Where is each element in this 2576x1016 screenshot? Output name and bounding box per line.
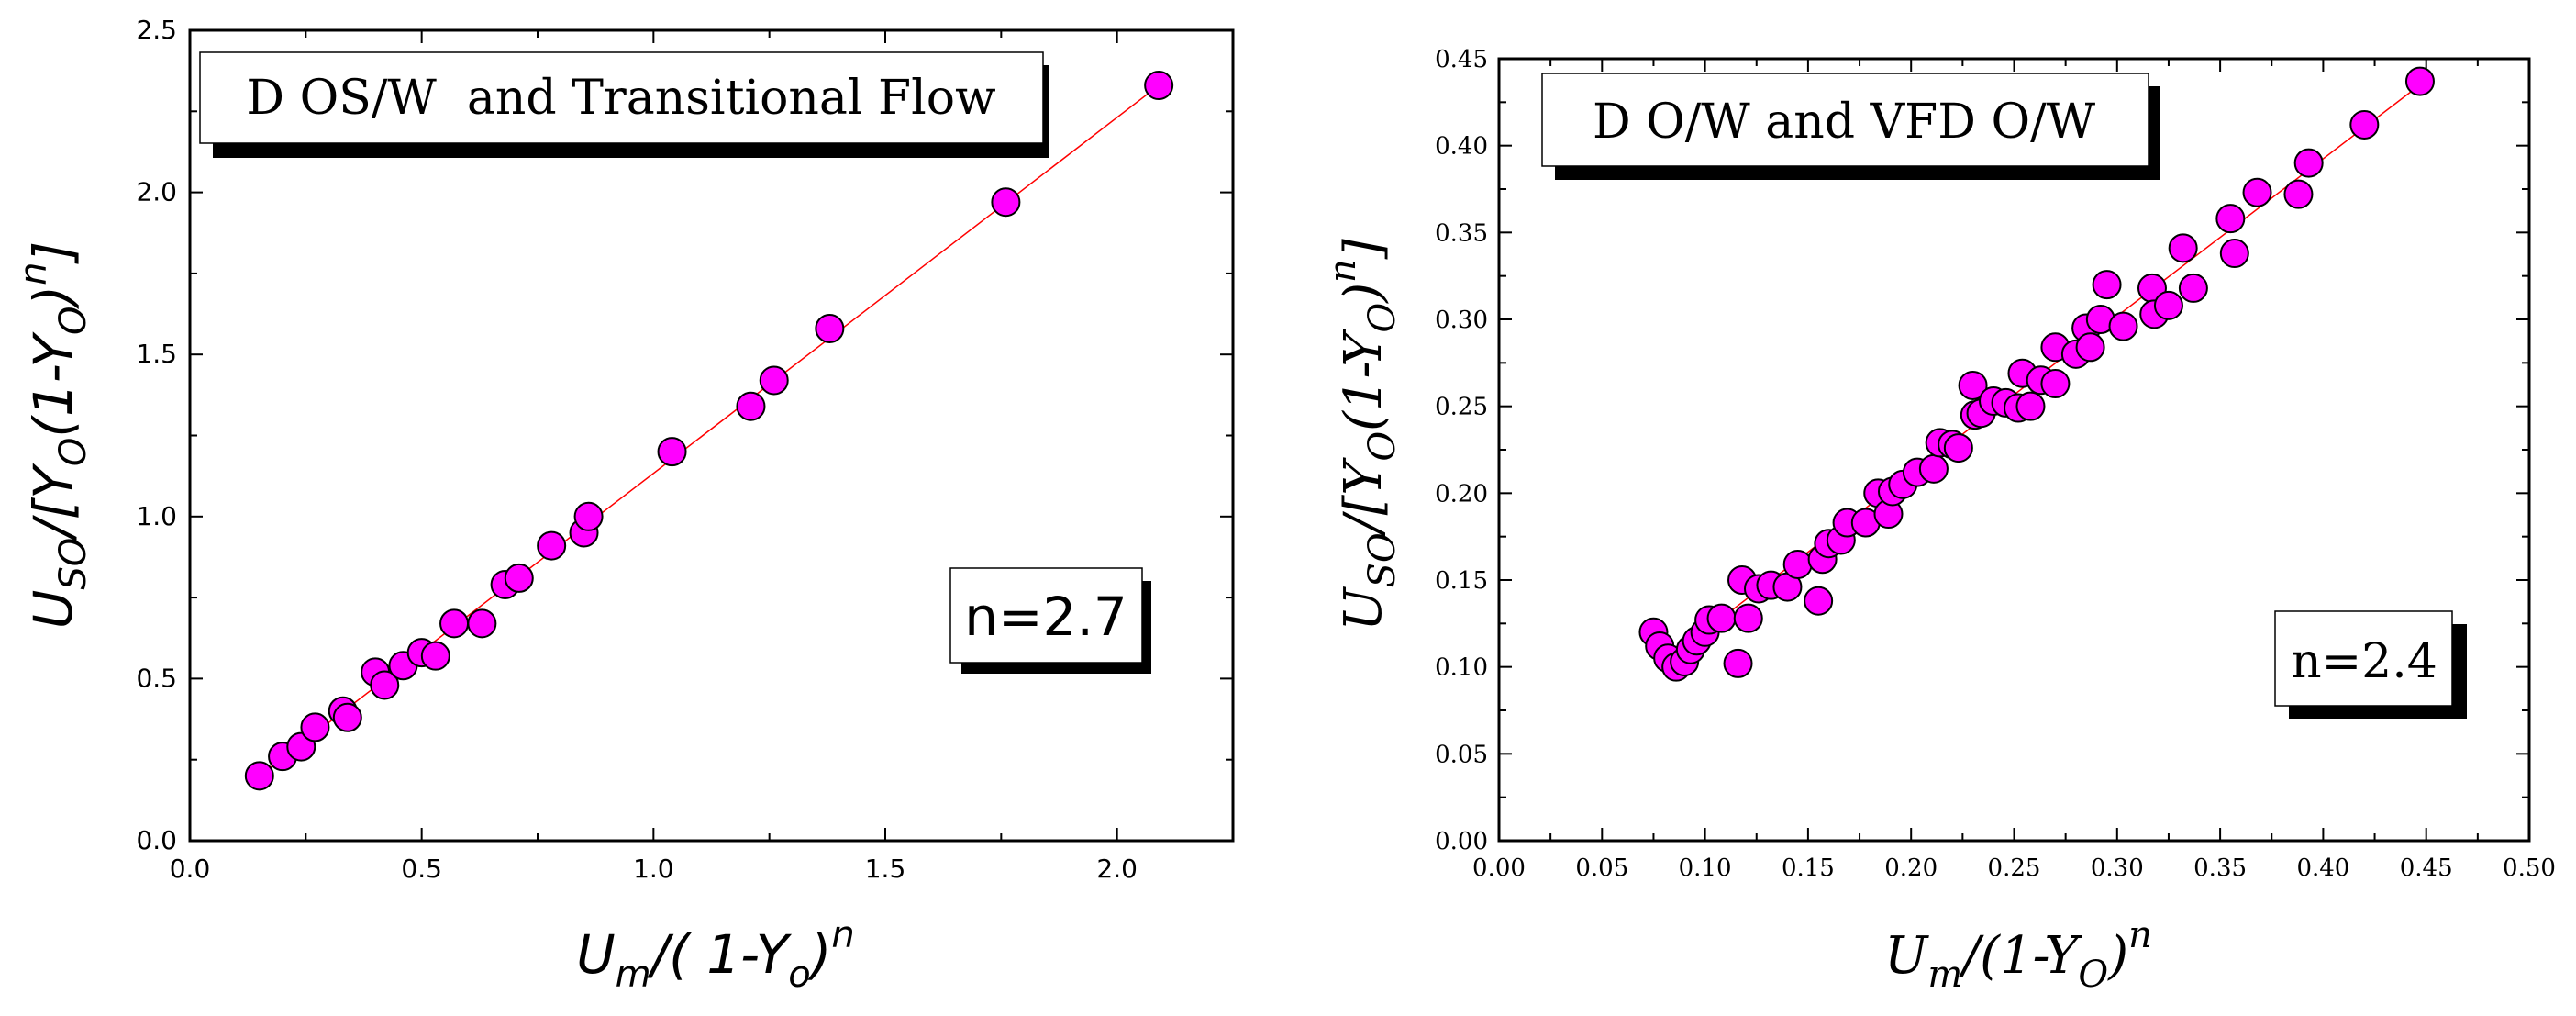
data-point xyxy=(420,641,450,671)
data-point xyxy=(815,313,845,343)
data-point xyxy=(1918,453,1949,484)
points-left xyxy=(244,71,1174,791)
title-box-left: D OS/W and Transitional Flow xyxy=(199,51,1049,158)
data-point xyxy=(759,365,789,396)
y-tick-label: 0.20 xyxy=(1435,480,1488,508)
x-tick-label: 0.10 xyxy=(1679,854,1732,882)
title-box-frame-right xyxy=(1541,73,2149,167)
tick-labels-right: 0.00 0.05 0.10 0.15 0.20 0.25 0.30 0.35 0.40 0.45… xyxy=(1435,46,2556,882)
x-tick-label: 0.0 xyxy=(170,854,211,884)
x-tick-label: 0.00 xyxy=(1472,854,1526,882)
x-tick-label: 0.25 xyxy=(1988,854,2041,882)
data-point xyxy=(1782,549,1813,579)
y-tick-label: 1.0 xyxy=(136,501,177,531)
n-label-right: n=2.4 xyxy=(2291,634,2437,689)
x-tick-label: 0.40 xyxy=(2296,854,2349,882)
data-point xyxy=(2015,391,2046,421)
y-tick-label: 0.05 xyxy=(1435,741,1488,768)
n-label-frame-right xyxy=(2274,610,2453,707)
data-point xyxy=(2092,270,2122,300)
data-point xyxy=(2075,332,2105,363)
y-tick-label: 2.0 xyxy=(136,177,177,207)
data-point xyxy=(1706,603,1737,633)
data-point xyxy=(244,761,274,791)
y-tick-label: 0.25 xyxy=(1435,394,1488,421)
y-tick-label: 0.35 xyxy=(1435,219,1488,247)
y-tick-label: 2.5 xyxy=(136,15,177,45)
y-axis-label-left: USO/[YO(1-YO)n] xyxy=(13,241,94,629)
x-axis-label-right: Um/(1-YO)n xyxy=(1884,914,2152,996)
y-tick-label: 0.10 xyxy=(1435,654,1488,682)
y-tick-label: 0.5 xyxy=(136,663,177,693)
title-box-text-left: D OS/W and Transitional Flow xyxy=(246,71,995,126)
data-point xyxy=(2293,148,2324,178)
y-axis-label-right: USO/[YO(1-YO)n] xyxy=(1322,239,1404,631)
y-tick-label: 0.15 xyxy=(1435,567,1488,595)
data-point xyxy=(1723,648,1753,678)
data-point xyxy=(657,437,687,467)
ticks-right xyxy=(1498,58,2530,842)
x-tick-label: 0.30 xyxy=(2091,854,2144,882)
data-point xyxy=(504,563,534,593)
data-point xyxy=(1958,370,1988,400)
tick-labels-left: 0.0 0.5 1.0 1.5 2.0 0.0 0.5 1.0 1.5 2.0 2.5 xyxy=(136,15,1137,884)
data-point xyxy=(1733,603,1763,633)
title-box-frame-left xyxy=(199,51,1044,144)
x-tick-label: 0.15 xyxy=(1782,854,1835,882)
x-tick-label: 0.50 xyxy=(2503,854,2556,882)
data-point xyxy=(1144,71,1174,101)
points-right xyxy=(1638,66,2435,682)
data-point xyxy=(2242,177,2272,207)
data-point xyxy=(2108,311,2138,341)
x-tick-label: 0.05 xyxy=(1575,854,1628,882)
y-tick-label: 0.0 xyxy=(136,825,177,855)
data-point xyxy=(467,608,497,639)
y-tick-label: 0.40 xyxy=(1435,133,1488,161)
data-point xyxy=(573,501,604,531)
data-point xyxy=(2349,109,2380,140)
data-point xyxy=(537,530,567,561)
data-point xyxy=(736,391,766,421)
data-point xyxy=(300,712,330,742)
x-tick-label: 1.0 xyxy=(633,854,674,884)
chart-right: 0.00 0.05 0.10 0.15 0.20 0.25 0.30 0.35 0.40 0.45… xyxy=(1322,46,2556,996)
x-tick-label: 0.20 xyxy=(1884,854,1938,882)
x-tick-label: 1.5 xyxy=(865,854,906,884)
data-point xyxy=(2178,273,2208,303)
data-point xyxy=(1943,433,1973,463)
n-label-frame-left xyxy=(949,567,1143,664)
y-tick-label: 1.5 xyxy=(136,339,177,369)
n-label-box-right: n=2.4 xyxy=(2274,610,2467,719)
title-box-right: D O/W and VFD O/W xyxy=(1541,73,2160,180)
data-point xyxy=(2040,369,2071,399)
data-point xyxy=(2168,233,2198,263)
data-point xyxy=(2404,66,2435,96)
data-point xyxy=(991,187,1021,218)
data-point xyxy=(2215,204,2246,234)
data-point xyxy=(332,702,362,732)
n-label-left: n=2.7 xyxy=(964,586,1127,648)
y-tick-label: 0.00 xyxy=(1435,828,1488,855)
x-tick-label: 0.45 xyxy=(2400,854,2453,882)
x-axis-label-left: Um/( 1-Yo)n xyxy=(576,914,855,996)
data-point xyxy=(439,608,470,639)
ticks-left xyxy=(189,29,1233,842)
data-point xyxy=(1804,586,1834,616)
title-box-text-right: D O/W and VFD O/W xyxy=(1593,95,2096,150)
y-tick-label: 0.30 xyxy=(1435,307,1488,334)
x-tick-label: 2.0 xyxy=(1096,854,1138,884)
chart-left: 0.0 0.5 1.0 1.5 2.0 0.0 0.5 1.0 1.5 2.0 2.5 D OS/W… xyxy=(13,15,1235,996)
data-point xyxy=(370,670,400,700)
data-point xyxy=(2283,179,2314,209)
x-tick-label: 0.35 xyxy=(2193,854,2247,882)
x-tick-label: 0.5 xyxy=(401,854,442,884)
y-tick-label: 0.45 xyxy=(1435,46,1488,73)
data-point xyxy=(2153,290,2183,320)
data-point xyxy=(2219,239,2249,269)
n-label-box-left: n=2.7 xyxy=(949,567,1151,674)
